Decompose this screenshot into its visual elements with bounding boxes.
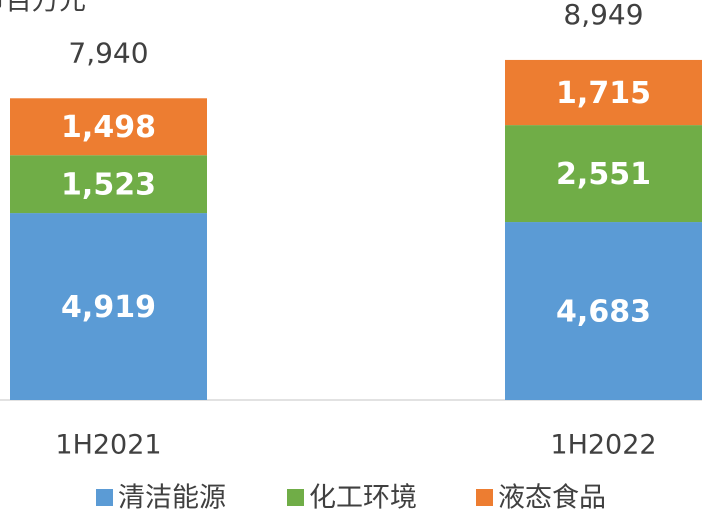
- data-label: 1,498: [61, 110, 156, 145]
- data-label: 4,919: [61, 290, 156, 325]
- data-label: 1,715: [556, 76, 651, 111]
- data-label: 1,523: [61, 168, 156, 203]
- legend-swatch: [287, 489, 304, 506]
- legend-swatch: [476, 489, 493, 506]
- x-tick-label: 1H2021: [55, 430, 161, 461]
- bar-segment: [10, 213, 207, 400]
- bar-segment: [505, 125, 702, 223]
- data-label: 2,551: [556, 157, 651, 192]
- bar-segment: [505, 59, 702, 126]
- data-label: 4,683: [556, 295, 651, 330]
- legend-label: 液态食品: [498, 483, 606, 514]
- legend-swatch: [96, 489, 113, 506]
- bar-segment: [10, 98, 207, 156]
- total-label: 8,949: [563, 0, 643, 31]
- bar-segment: [505, 222, 702, 400]
- total-label: 7,940: [68, 36, 148, 69]
- x-tick-label: 1H2022: [550, 430, 656, 461]
- bar-segment: [10, 155, 207, 214]
- legend-label: 清洁能源: [118, 483, 226, 514]
- legend-label: 化工环境: [309, 483, 417, 514]
- unit-label: 币百万元: [0, 0, 86, 17]
